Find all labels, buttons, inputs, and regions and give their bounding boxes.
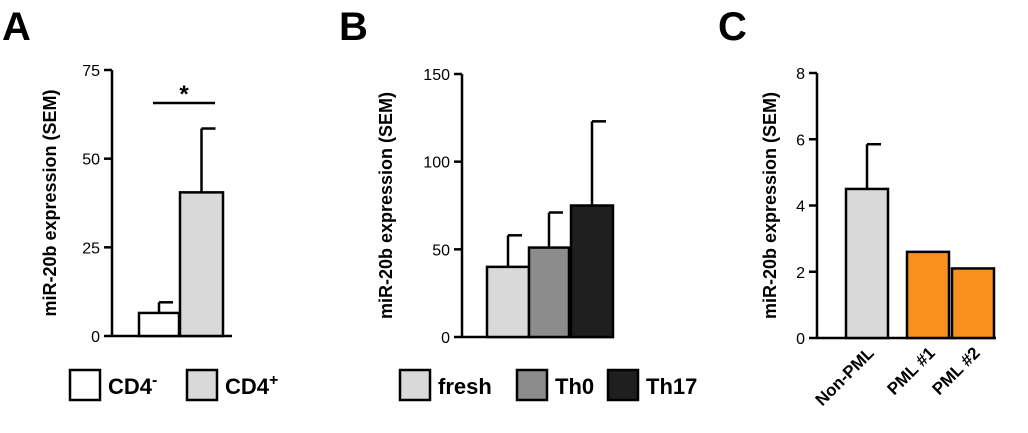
- y-tick-label: 8: [796, 66, 805, 83]
- y-axis-label: miR-20b expression (SEM): [376, 92, 396, 319]
- panel-letter: A: [2, 5, 31, 49]
- y-tick-label: 2: [796, 265, 805, 282]
- bar-non-pml: [844, 187, 890, 340]
- significance-marker: *: [179, 81, 189, 108]
- x-category-label: Non-PML: [812, 343, 878, 409]
- panel-letter: C: [718, 5, 747, 49]
- x-category-label: PML #1: [884, 343, 939, 398]
- legend-swatch: [606, 368, 640, 402]
- legend-label: Th0: [555, 374, 594, 399]
- bar-cd4-: [137, 311, 181, 338]
- panel-letter: B: [339, 5, 368, 49]
- y-tick-label: 4: [796, 199, 805, 216]
- y-tick-label: 0: [796, 331, 805, 348]
- y-tick-label: 50: [82, 152, 100, 169]
- bar-pml-1: [905, 250, 951, 340]
- y-axis-label: miR-20b expression (SEM): [760, 92, 780, 319]
- bar-fresh: [485, 265, 531, 339]
- bar-th0: [527, 246, 571, 339]
- y-tick-label: 75: [82, 63, 100, 80]
- legend-swatch: [398, 368, 432, 402]
- y-tick-label: 150: [423, 67, 450, 84]
- y-tick-label: 25: [82, 240, 100, 257]
- y-axis-label: miR-20b expression (SEM): [40, 89, 60, 316]
- y-tick-label: 6: [796, 132, 805, 149]
- bar-pml-2: [950, 267, 996, 340]
- bar-cd4-: [178, 191, 225, 338]
- bar-th17: [569, 204, 615, 339]
- legend-label: fresh: [438, 374, 492, 399]
- legend: fresh Th0 Th17: [398, 368, 697, 402]
- legend: CD4- CD4+: [68, 368, 278, 402]
- x-category-label: PML #2: [929, 343, 984, 398]
- y-tick-label: 0: [441, 330, 450, 347]
- legend-swatch: [185, 368, 219, 402]
- legend-label: CD4+: [225, 372, 278, 399]
- legend-label: Th17: [646, 374, 697, 399]
- legend-label: CD4-: [108, 372, 157, 399]
- legend-swatch: [515, 368, 549, 402]
- y-tick-label: 0: [91, 329, 100, 346]
- y-tick-label: 100: [423, 155, 450, 172]
- y-tick-label: 50: [432, 242, 450, 259]
- legend-swatch: [68, 368, 102, 402]
